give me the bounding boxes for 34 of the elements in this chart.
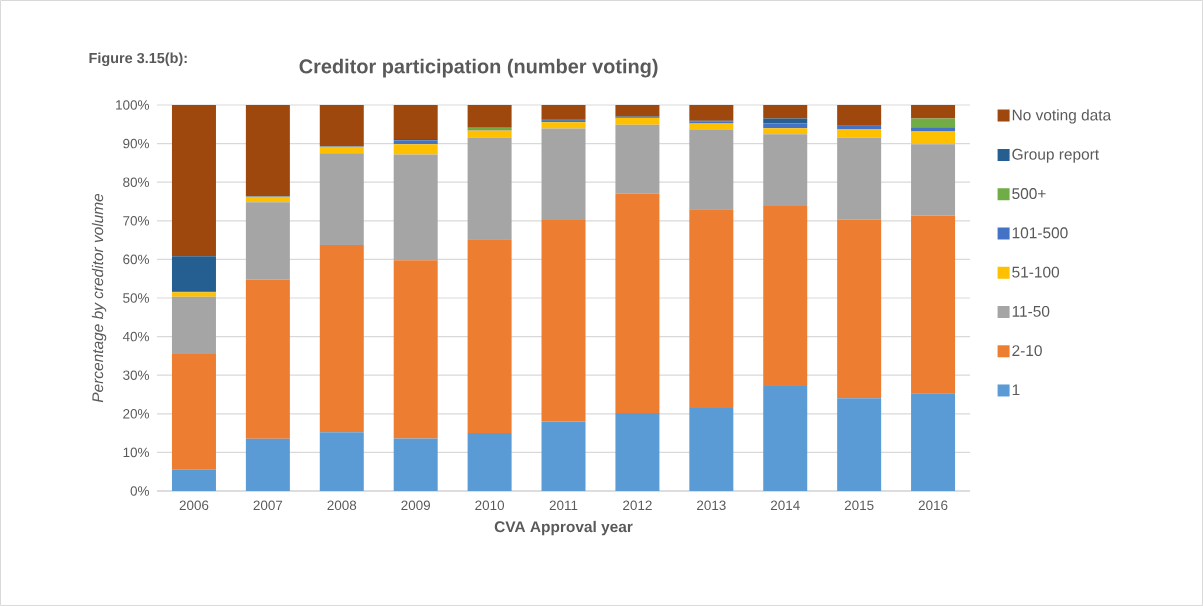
y-tick-label: 30%: [123, 370, 150, 380]
x-tick-label: 2013: [697, 500, 726, 511]
legend-label: 1: [1012, 384, 1020, 396]
legend-label: No voting data: [1012, 109, 1112, 124]
legend-label: 2-10: [1012, 345, 1042, 357]
y-tick-label: 60%: [123, 254, 150, 265]
y-tick-label: 80%: [123, 177, 150, 187]
x-tick-label: 2008: [327, 500, 357, 511]
y-tick-label: 100%: [116, 100, 150, 110]
x-axis-title: CVA Approval year: [494, 520, 633, 536]
x-tick-label: 2012: [623, 500, 652, 511]
y-tick-label: 70%: [123, 216, 150, 226]
x-tick-label: 2010: [475, 500, 505, 511]
y-tick-label: 40%: [122, 331, 150, 342]
y-tick-label: 10%: [123, 447, 150, 458]
legend-label: 51-100: [1012, 266, 1060, 278]
legend-label: 500+: [1012, 188, 1046, 200]
y-tick-label: 50%: [123, 293, 150, 303]
y-axis-title: Percentage by creditor volume: [91, 193, 107, 403]
y-tick-label: 0%: [130, 486, 150, 496]
legend-label: 11-50: [1012, 305, 1050, 317]
legend-label: Group report: [1012, 148, 1099, 163]
legend-label: 101-500: [1012, 227, 1068, 239]
chart-title: Creditor participation (number voting): [299, 58, 658, 78]
x-tick-label: 2011: [549, 500, 578, 511]
x-tick-label: 2015: [844, 500, 874, 511]
x-tick-label: 2007: [253, 500, 283, 511]
x-tick-label: 2006: [179, 500, 209, 511]
y-tick-label: 20%: [123, 409, 150, 419]
x-tick-label: 2014: [770, 500, 800, 511]
x-tick-label: 2009: [401, 500, 431, 511]
y-tick-label: 90%: [123, 138, 150, 149]
x-tick-label: 2016: [918, 500, 948, 511]
caption: Figure 3.15(b):: [89, 52, 187, 67]
